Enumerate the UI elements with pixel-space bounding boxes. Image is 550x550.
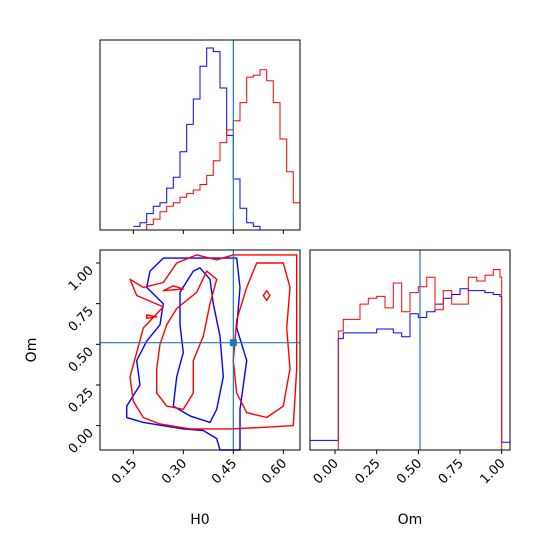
om-x-tick-label: 0.50 (394, 456, 425, 487)
contour-red-outer-2 (129, 254, 298, 430)
x-axis-label-om: Om (398, 512, 423, 528)
om-x-tick-label: 0.25 (352, 456, 383, 487)
joint-y-tick-label: 0.25 (66, 385, 97, 416)
joint-y-tick-label: 0.50 (66, 345, 97, 376)
h0-histogram-series-0 (133, 47, 300, 231)
om-x-tick-label: 0.75 (436, 456, 467, 487)
contour-red-island-5 (262, 290, 271, 302)
joint-y-ticks: 0.00 0.25 0.50 0.75 1.00 (66, 262, 100, 457)
joint-panel: 0.15 0.30 0.45 0.60 0.00 0.25 0.50 0.75 1.00 H0… (24, 249, 301, 528)
contour-red-inner-4 (232, 262, 291, 419)
y-axis-label-om: Om (24, 338, 40, 363)
joint-x-tick-label: 0.60 (259, 456, 290, 487)
joint-contours (125, 254, 298, 451)
contour-red-island-7 (162, 285, 185, 292)
joint-panel-frame (99, 249, 301, 451)
contour-red-inner-3 (155, 270, 218, 410)
contour-blue-inner-1 (172, 267, 225, 424)
joint-y-tick-label: 1.00 (66, 263, 97, 294)
joint-y-tick-label: 0.00 (66, 426, 97, 457)
contour-blue-outer-0 (125, 257, 248, 451)
om-marginal-x-ticks: 0.00 0.25 0.50 0.75 1.00 (311, 450, 508, 487)
om-histogram-series-1 (310, 269, 510, 451)
h0-marginal-series (133, 47, 300, 231)
om-histogram-series-0 (310, 288, 510, 443)
om-marginal-panel: 0.00 0.25 0.50 0.75 1.00 Om (309, 249, 511, 528)
joint-x-tick-label: 0.15 (109, 456, 140, 487)
joint-x-ticks: 0.15 0.30 0.45 0.60 (109, 450, 290, 487)
joint-x-tick-label: 0.45 (209, 456, 240, 487)
joint-y-tick-label: 0.75 (66, 304, 97, 335)
om-marginal-series (310, 269, 510, 451)
om-x-tick-label: 0.00 (311, 456, 342, 487)
h0-histogram-series-1 (133, 69, 300, 231)
h0-marginal-frame (99, 39, 301, 231)
h0-marginal-ticks (132, 230, 284, 234)
joint-x-tick-label: 0.30 (159, 456, 190, 487)
om-x-tick-label: 1.00 (477, 456, 508, 487)
h0-marginal-panel (99, 39, 301, 234)
om-marginal-frame (309, 249, 511, 451)
x-axis-label-h0: H0 (190, 512, 209, 528)
joint-truth-marker (229, 339, 237, 347)
contour-red-island-6 (145, 314, 158, 319)
